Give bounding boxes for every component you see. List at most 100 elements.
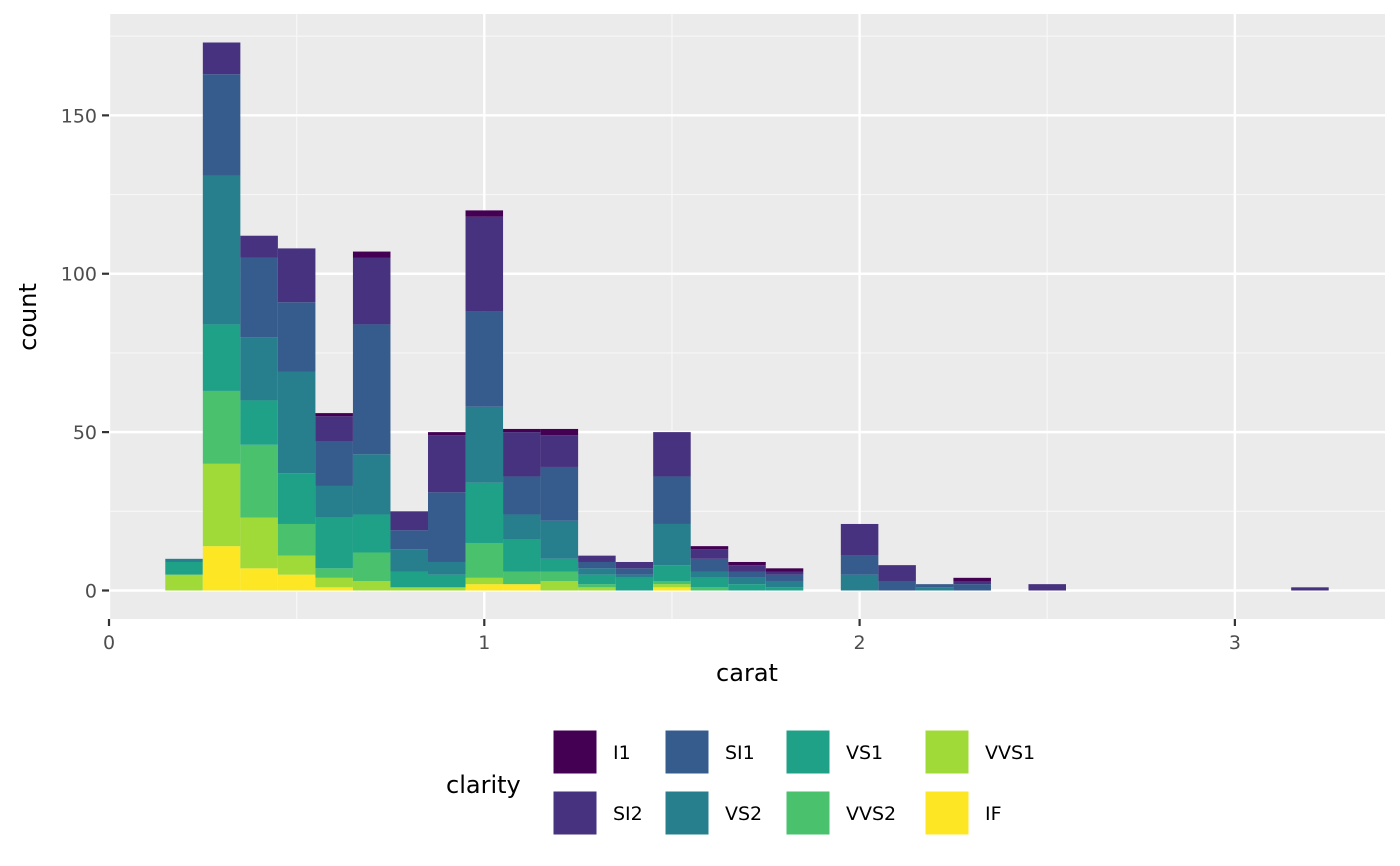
- bar-segment: [465, 311, 504, 407]
- legend-key: [552, 729, 598, 775]
- x-tick-label: 2: [854, 632, 866, 654]
- bar-segment: [503, 428, 541, 433]
- bar-segment: [465, 210, 504, 217]
- bar-segment: [578, 568, 616, 575]
- bar-segment: [728, 561, 766, 566]
- legend-key: [924, 729, 970, 775]
- bar-segment: [428, 574, 466, 588]
- bar-segment: [578, 584, 616, 588]
- x-tick-label: 1: [478, 632, 490, 654]
- bar-segment: [578, 561, 616, 569]
- bar-segment: [540, 520, 579, 559]
- y-tick-label: 0: [85, 580, 97, 602]
- bar-segment: [953, 580, 991, 585]
- legend-label: VS1: [846, 742, 883, 764]
- bar-segment: [540, 435, 579, 467]
- bar-segment: [503, 476, 541, 515]
- bar-segment: [578, 555, 616, 562]
- bar-segment: [202, 324, 241, 391]
- bar-segment: [428, 492, 466, 562]
- x-axis: 0 1 2 3: [103, 619, 1241, 654]
- bar-segment: [765, 574, 804, 581]
- bar-segment: [240, 235, 278, 258]
- bar-segment: [615, 574, 654, 578]
- bar-segment: [765, 568, 804, 572]
- bar-segment: [653, 587, 691, 591]
- y-tick-label: 150: [61, 105, 97, 127]
- bar-segment: [465, 482, 504, 543]
- x-tick-label: 3: [1229, 632, 1241, 654]
- bar-segment: [915, 587, 954, 591]
- bar-segment: [503, 432, 541, 477]
- x-axis-title: carat: [716, 659, 778, 687]
- legend-key: [552, 790, 598, 836]
- legend-label: I1: [613, 742, 631, 764]
- bar-segment: [690, 571, 729, 578]
- legend-title: clarity: [446, 771, 521, 799]
- bar-segment: [728, 584, 766, 591]
- bar-segment: [240, 337, 278, 401]
- bar-segment: [728, 565, 766, 572]
- bar-segment: [690, 558, 729, 572]
- bar-segment: [953, 584, 991, 591]
- bar-segment: [653, 523, 691, 566]
- bar-segment: [540, 428, 579, 436]
- x-tick-label: 0: [103, 632, 115, 654]
- bar-segment: [728, 571, 766, 578]
- bar-segment: [690, 587, 729, 591]
- y-tick-label: 50: [73, 422, 97, 444]
- bar-segment: [315, 517, 353, 569]
- bar-segment: [277, 371, 316, 474]
- bar-segment: [202, 175, 241, 325]
- bar-segment: [277, 248, 316, 303]
- bar-segment: [840, 555, 879, 575]
- bar-segment: [428, 432, 466, 436]
- legend-label: IF: [985, 803, 1002, 825]
- bar-segment: [315, 416, 353, 442]
- legend-key: [924, 790, 970, 836]
- bar-segment: [352, 580, 391, 591]
- bar-segment: [202, 463, 241, 547]
- bar-segment: [578, 574, 616, 585]
- bar-segment: [277, 302, 316, 372]
- bar-segment: [390, 571, 428, 588]
- bar-segment: [315, 568, 353, 578]
- bar-segment: [690, 549, 729, 559]
- bar-segment: [315, 441, 353, 486]
- bar-segment: [878, 580, 916, 591]
- bar-segment: [277, 523, 316, 556]
- legend-key: [664, 729, 710, 775]
- bar-segment: [615, 577, 654, 591]
- legend-key: [785, 790, 831, 836]
- bar-segment: [915, 584, 954, 588]
- bar-segment: [390, 530, 428, 550]
- bar-segment: [840, 574, 879, 591]
- bar-segment: [765, 580, 804, 588]
- bar-segment: [728, 577, 766, 585]
- bar-segment: [465, 542, 504, 578]
- bar-segment: [202, 42, 241, 75]
- bar-segment: [653, 584, 691, 588]
- bar-segment: [428, 435, 466, 493]
- bar-segment: [1028, 584, 1066, 591]
- bar-segment: [615, 568, 654, 575]
- bar-segment: [465, 216, 504, 312]
- bar-segment: [390, 511, 428, 531]
- bar-segment: [202, 390, 241, 464]
- bar-segment: [240, 444, 278, 518]
- legend-label: VS2: [725, 803, 762, 825]
- bar-segment: [240, 257, 278, 338]
- bar-segment: [540, 466, 579, 521]
- bar-segment: [352, 552, 391, 581]
- bar-segment: [653, 476, 691, 524]
- bar-segment: [578, 587, 616, 591]
- bar-segment: [315, 577, 353, 588]
- bar-segment: [428, 587, 466, 591]
- bar-segment: [653, 565, 691, 581]
- bar-segment: [953, 577, 991, 581]
- bar-segment: [465, 584, 504, 591]
- bar-segment: [503, 571, 541, 585]
- bar-segment: [540, 571, 579, 581]
- bar-segment: [540, 580, 579, 591]
